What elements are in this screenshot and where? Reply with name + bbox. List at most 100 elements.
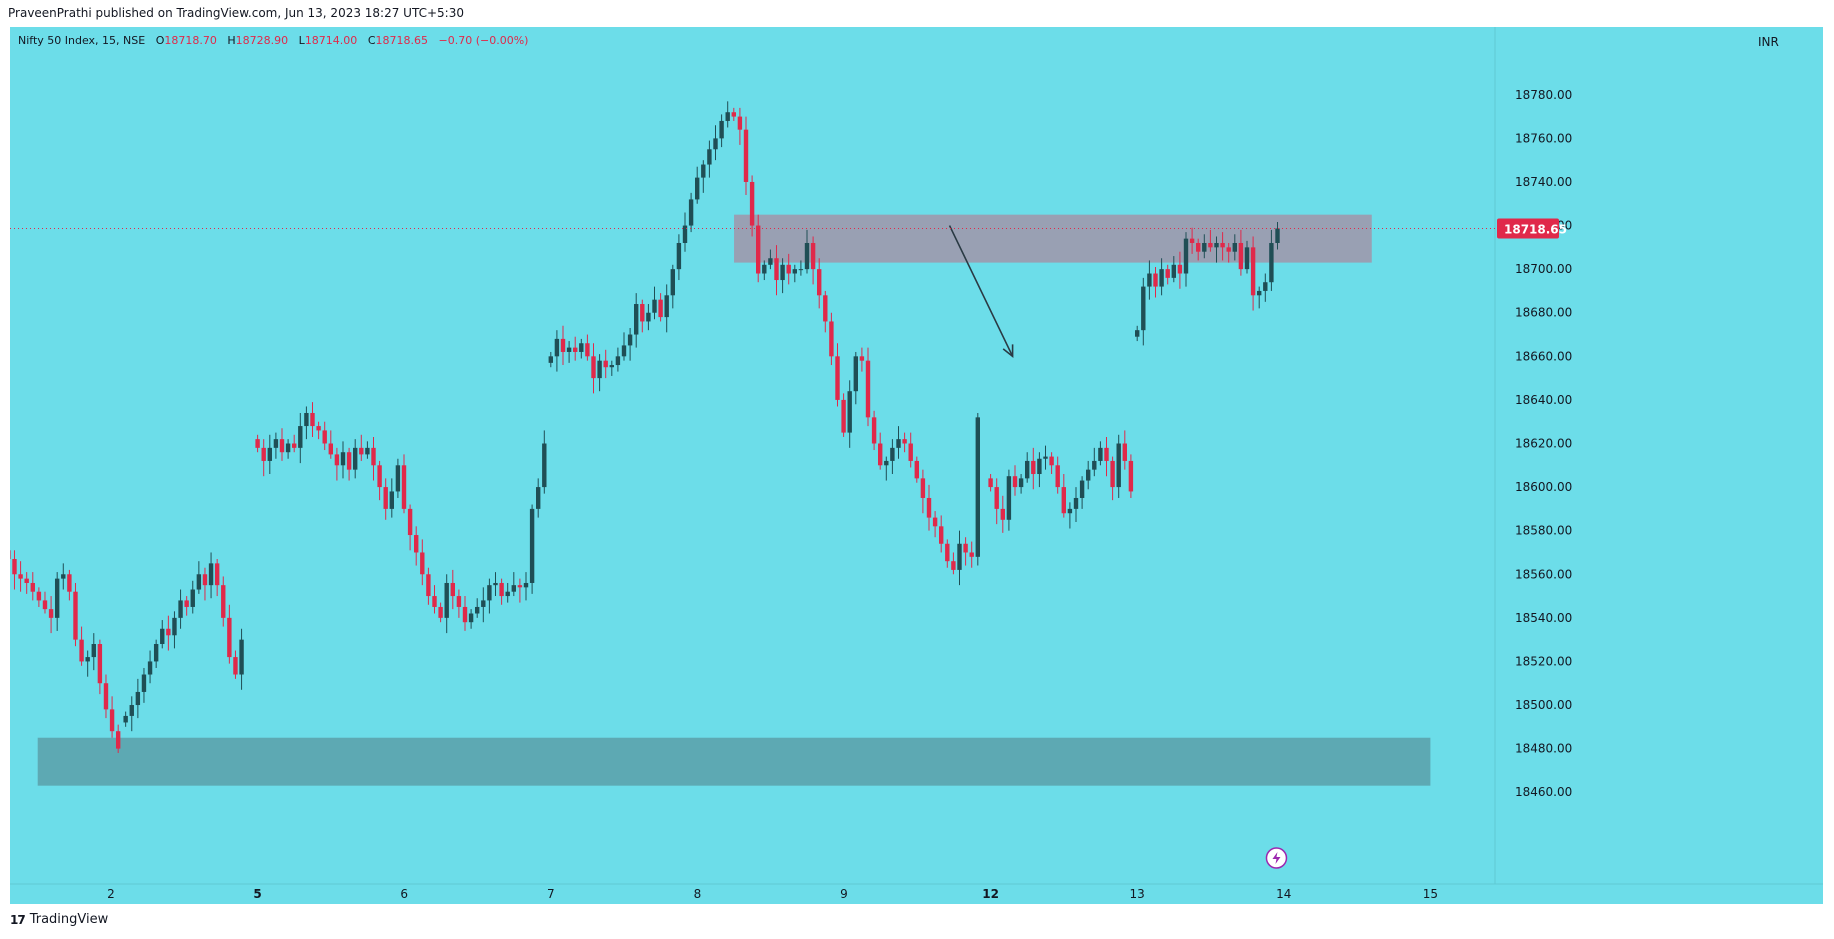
candle-body[interactable]: [627, 334, 633, 346]
candle-body[interactable]: [865, 360, 871, 418]
candle-body[interactable]: [1269, 242, 1274, 283]
candle-body[interactable]: [493, 582, 498, 586]
candle-body[interactable]: [615, 356, 621, 366]
candle-body[interactable]: [304, 412, 309, 427]
candle-body[interactable]: [233, 657, 238, 675]
candle-body[interactable]: [536, 487, 541, 509]
candle-body[interactable]: [487, 585, 492, 601]
candle-body[interactable]: [292, 443, 297, 448]
candle-body[interactable]: [756, 225, 761, 274]
candle-body[interactable]: [438, 606, 443, 618]
candle-body[interactable]: [670, 269, 675, 296]
trend-arrow-line[interactable]: [948, 225, 1014, 357]
candle-body[interactable]: [847, 391, 852, 433]
candle-body[interactable]: [383, 487, 388, 509]
candle-body[interactable]: [1141, 286, 1146, 331]
candle-body[interactable]: [713, 138, 718, 150]
candle-body[interactable]: [780, 264, 785, 281]
candle-body[interactable]: [609, 365, 614, 368]
candle-body[interactable]: [1061, 487, 1066, 514]
candle-body[interactable]: [652, 299, 657, 313]
candle-body[interactable]: [988, 478, 993, 488]
candle-body[interactable]: [153, 644, 159, 662]
candle-body[interactable]: [468, 613, 474, 623]
candle-body[interactable]: [79, 639, 84, 662]
candle-body[interactable]: [115, 731, 121, 749]
candle-body[interactable]: [841, 399, 846, 433]
currency-label[interactable]: INR: [1758, 35, 1779, 49]
candle-body[interactable]: [54, 578, 60, 618]
candle-body[interactable]: [1067, 508, 1073, 514]
candle-body[interactable]: [67, 574, 72, 592]
candle-body[interactable]: [328, 443, 333, 455]
candle-body[interactable]: [579, 343, 584, 352]
last-price-tag[interactable]: [1497, 218, 1559, 239]
candle-body[interactable]: [214, 563, 220, 586]
candle-body[interactable]: [774, 258, 779, 281]
candle-body[interactable]: [340, 452, 346, 466]
candle-body[interactable]: [285, 443, 291, 453]
candle-body[interactable]: [1092, 460, 1097, 470]
candle-body[interactable]: [481, 600, 486, 607]
candle-body[interactable]: [499, 582, 504, 597]
candle-body[interactable]: [48, 609, 54, 618]
candle-body[interactable]: [859, 356, 865, 361]
candle-body[interactable]: [603, 360, 608, 368]
candle-body[interactable]: [829, 321, 834, 357]
candle-body[interactable]: [129, 705, 134, 716]
candle-body[interactable]: [1116, 443, 1121, 488]
candle-body[interactable]: [273, 439, 279, 448]
candle-body[interactable]: [395, 465, 401, 492]
candle-body[interactable]: [61, 574, 66, 579]
candle-body[interactable]: [221, 585, 226, 618]
candle-body[interactable]: [279, 439, 285, 453]
candle-body[interactable]: [878, 443, 883, 466]
candle-body[interactable]: [682, 225, 688, 243]
candle-body[interactable]: [957, 543, 962, 570]
candle-body[interactable]: [1196, 242, 1201, 252]
candle-body[interactable]: [227, 617, 232, 658]
candle-body[interactable]: [664, 295, 669, 318]
candle-body[interactable]: [676, 242, 682, 270]
candle-body[interactable]: [1073, 497, 1079, 509]
candle-body[interactable]: [73, 591, 78, 640]
candle-body[interactable]: [768, 258, 773, 265]
candle-body[interactable]: [529, 508, 535, 583]
candle-body[interactable]: [310, 412, 315, 427]
candle-body[interactable]: [1250, 247, 1256, 296]
chart-area[interactable]: 18780.0018760.0018740.0018720.0018700.00…: [10, 27, 1823, 904]
candle-body[interactable]: [817, 269, 822, 296]
candle-body[interactable]: [542, 443, 547, 488]
candle-body[interactable]: [792, 269, 797, 274]
candle-body[interactable]: [432, 596, 437, 607]
candle-body[interactable]: [30, 582, 35, 592]
candle-body[interactable]: [1177, 264, 1183, 274]
candle-body[interactable]: [945, 543, 950, 562]
candle-body[interactable]: [701, 164, 706, 178]
candle-body[interactable]: [36, 591, 42, 601]
candle-body[interactable]: [359, 447, 364, 455]
candle-body[interactable]: [511, 585, 516, 592]
candle-body[interactable]: [523, 582, 529, 588]
candle-body[interactable]: [18, 574, 23, 579]
candle-body[interactable]: [890, 447, 895, 461]
candle-body[interactable]: [737, 116, 743, 130]
candle-body[interactable]: [749, 181, 755, 226]
candle-body[interactable]: [1275, 228, 1280, 243]
candle-body[interactable]: [1171, 264, 1176, 278]
candle-body[interactable]: [871, 417, 877, 444]
candle-body[interactable]: [147, 661, 153, 675]
candle-body[interactable]: [695, 177, 700, 200]
candle-body[interactable]: [103, 683, 109, 710]
candle-body[interactable]: [731, 112, 736, 117]
candle-body[interactable]: [1098, 447, 1103, 461]
candle-body[interactable]: [1000, 508, 1005, 520]
symbol-label[interactable]: Nifty 50 Index, 15, NSE: [18, 34, 146, 47]
candle-body[interactable]: [172, 617, 177, 636]
candle-body[interactable]: [951, 561, 956, 570]
candle-body[interactable]: [926, 497, 932, 518]
candle-body[interactable]: [239, 639, 244, 675]
candle-body[interactable]: [1214, 242, 1219, 248]
candle-body[interactable]: [1183, 238, 1189, 274]
candle-body[interactable]: [377, 465, 382, 488]
